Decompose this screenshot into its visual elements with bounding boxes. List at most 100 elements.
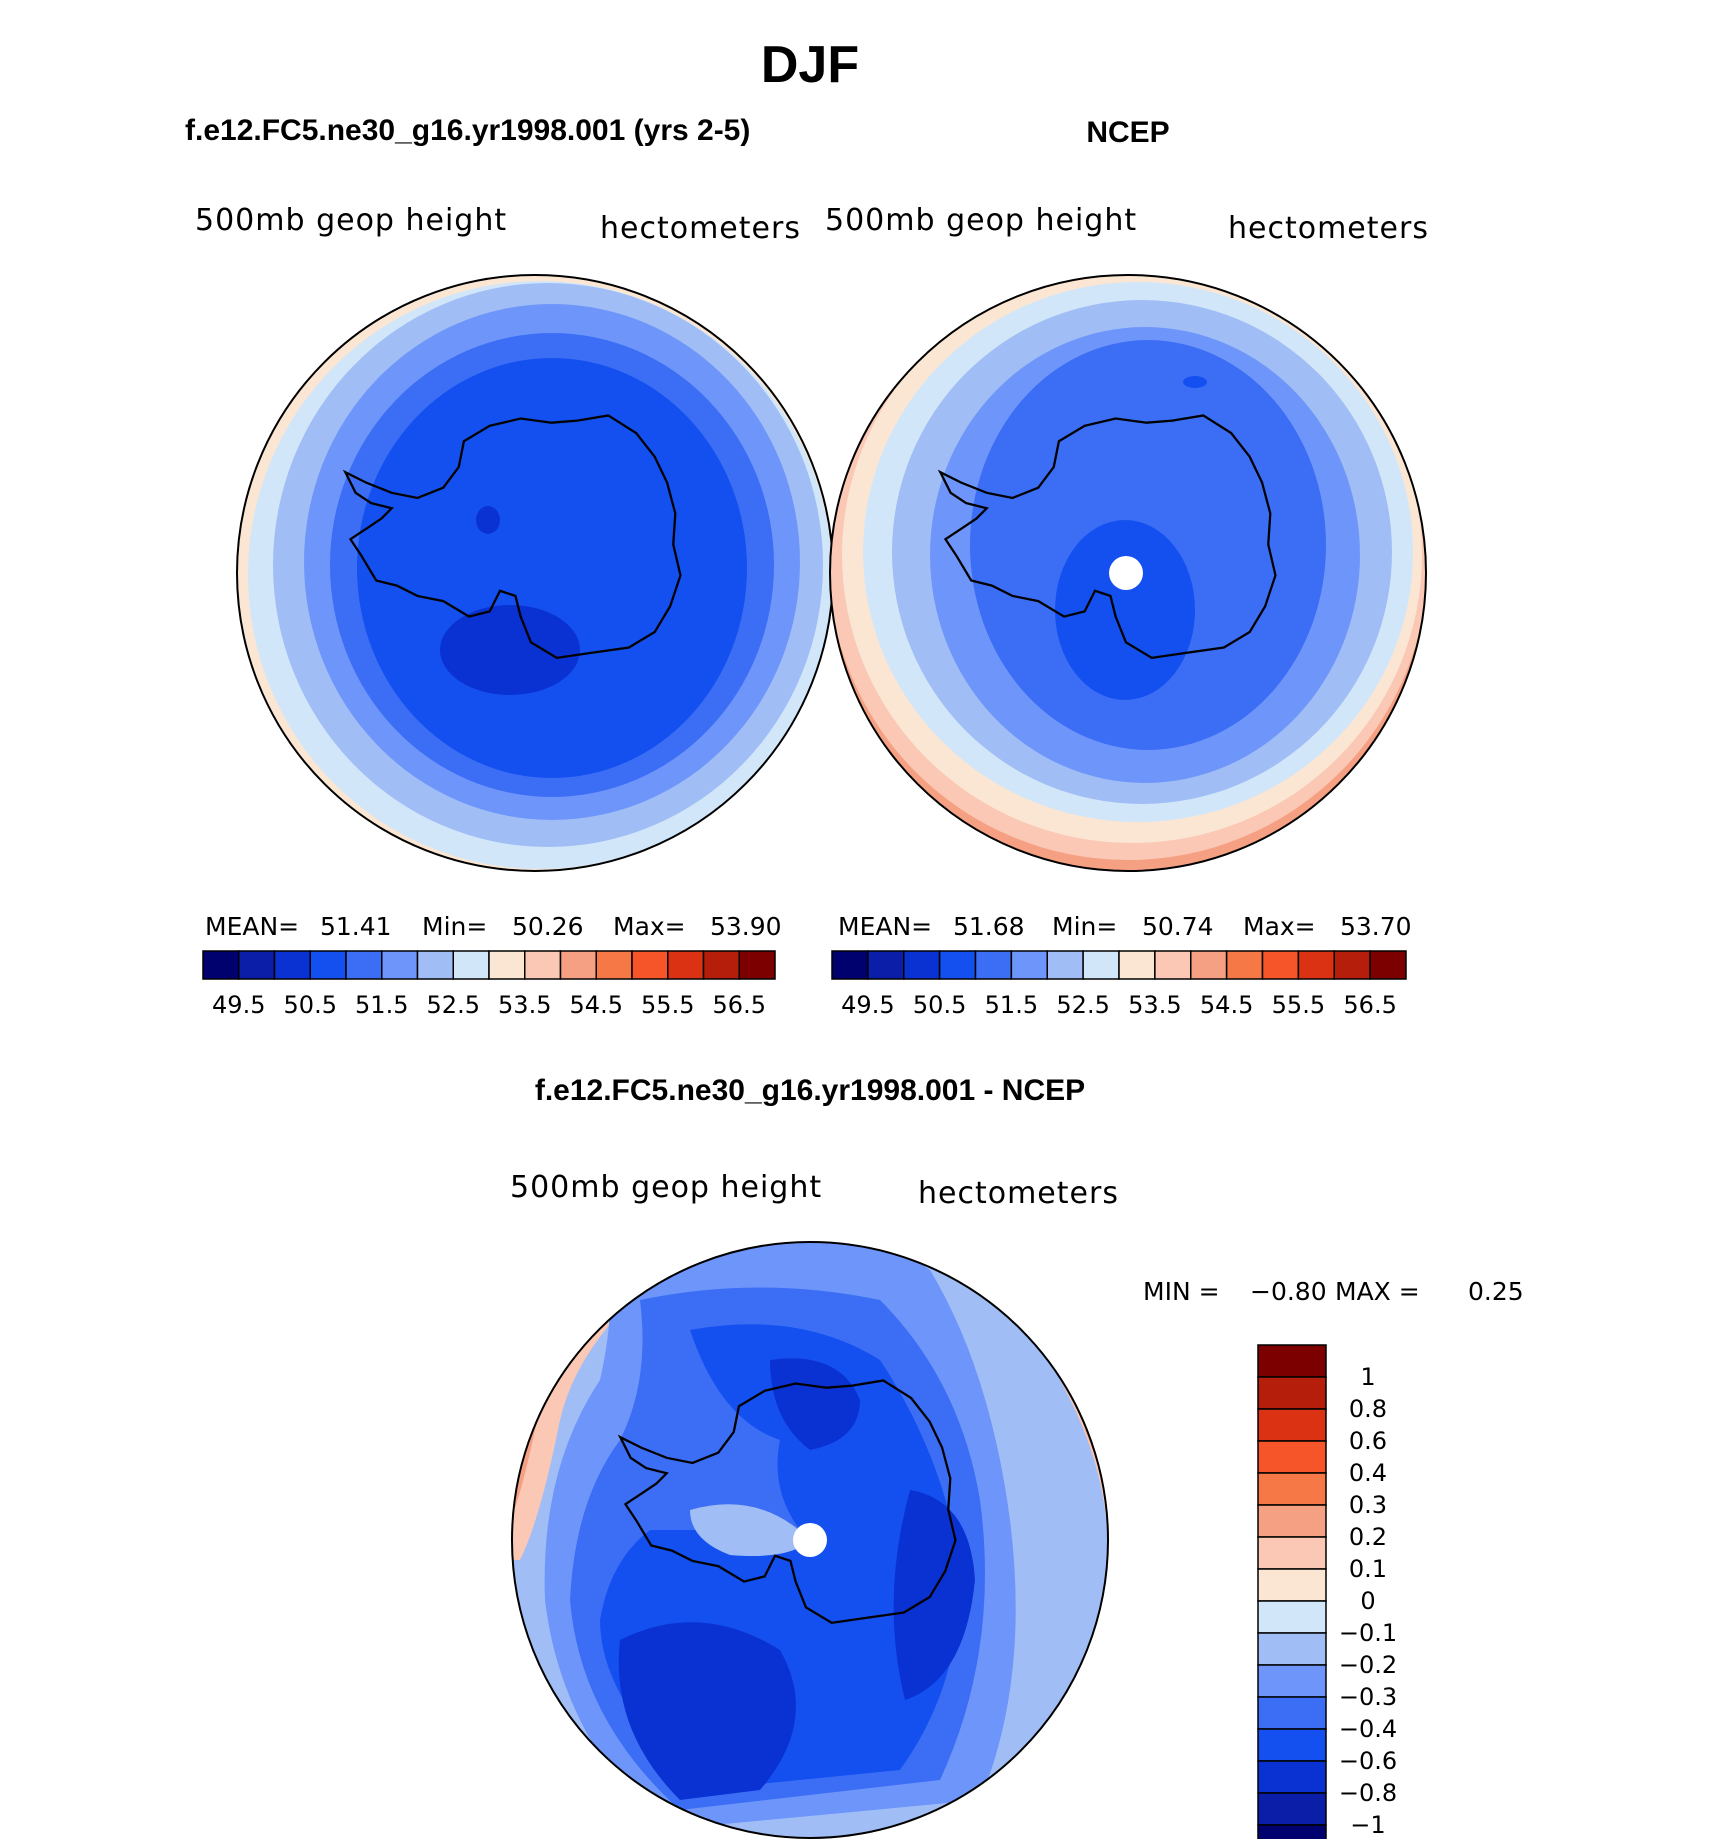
diff-colorbar-box [1257, 1824, 1327, 1839]
model-units-label: hectometers [600, 211, 801, 246]
diff-colorbar-tick-label: −1 [1350, 1811, 1385, 1839]
diff-colorbar-box [1257, 1664, 1327, 1698]
model-colorbar-box [273, 950, 311, 980]
model-colorbar-tick-label: 50.5 [284, 991, 337, 1019]
model-colorbar-box [238, 950, 276, 980]
ncep-colorbar-box [1010, 950, 1048, 980]
model-colorbar-box [416, 950, 454, 980]
model-colorbar-tick-label: 53.5 [498, 991, 551, 1019]
model-stats: MEAN= 51.41 Min= 50.26 Max= 53.90 [205, 912, 782, 941]
diff-colorbar-box [1257, 1728, 1327, 1762]
model-colorbar-box [381, 950, 419, 980]
diff-colorbar-box [1257, 1440, 1327, 1474]
ncep-colorbar-box [1225, 950, 1264, 980]
diff-colorbar-tick-label: 0.6 [1349, 1427, 1387, 1455]
model-colorbar-box [488, 950, 526, 980]
model-max-value: 53.90 [710, 912, 782, 941]
ncep-colorbar-box [831, 950, 869, 980]
diff-colorbar-box [1257, 1536, 1327, 1570]
diff-colorbar-box [1257, 1472, 1327, 1506]
ncep-colorbar-box [1261, 950, 1300, 980]
diff-colorbar-box [1257, 1696, 1327, 1730]
ncep-colorbar: 49.5 50.5 51.5 52.5 53.5 54.5 55.5 56.5 [831, 950, 1407, 1019]
ncep-units-label: hectometers [1228, 211, 1429, 246]
ncep-var-label: 500mb geop height [825, 203, 1137, 238]
model-var-label: 500mb geop height [195, 203, 507, 238]
diff-colorbar-box [1257, 1600, 1327, 1634]
diff-colorbar-tick-label: 1 [1360, 1363, 1375, 1391]
diff-colorbar-box [1257, 1568, 1327, 1602]
diff-panel: 500mb geop height hectometers [510, 1170, 1119, 1839]
ncep-colorbar-tick-label: 54.5 [1200, 991, 1253, 1019]
ncep-mean-value: 51.68 [953, 912, 1025, 941]
model-panel-header: f.e12.FC5.ne30_g16.yr1998.001 (yrs 2-5) [185, 114, 750, 147]
ncep-colorbar-box [1190, 950, 1228, 980]
model-colorbar-box [595, 950, 633, 980]
model-colorbar-box [345, 950, 383, 980]
diff-min-label: MIN = [1143, 1277, 1220, 1306]
ncep-panel: 500mb geop height hectometers [825, 203, 1429, 872]
diff-colorbar-tick-label: 0.2 [1349, 1523, 1387, 1551]
diff-colorbar-box [1257, 1760, 1327, 1794]
diff-stats: MIN = −0.80 MAX = 0.25 [1143, 1277, 1524, 1306]
ncep-mean-label: MEAN= [838, 912, 932, 941]
model-colorbar-box [559, 950, 597, 980]
ncep-min-label: Min= [1052, 912, 1117, 941]
ncep-colorbar-box [903, 950, 941, 980]
diff-colorbar-box [1257, 1376, 1327, 1410]
diff-min-value: −0.80 [1250, 1277, 1327, 1306]
model-colorbar-tick-label: 49.5 [212, 991, 265, 1019]
diff-colorbar-tick-label: −0.3 [1339, 1683, 1397, 1711]
diff-colorbar-box [1257, 1408, 1327, 1442]
model-colorbar-box [202, 950, 240, 980]
model-colorbar-tick-label: 52.5 [427, 991, 480, 1019]
model-panel: 500mb geop height hectometers [195, 203, 834, 872]
diff-colorbar-tick-label: 0.4 [1349, 1459, 1387, 1487]
diff-colorbar-tick-label: −0.6 [1339, 1747, 1397, 1775]
ncep-colorbar-box [1369, 950, 1407, 980]
model-colorbar-box [452, 950, 490, 980]
diff-units-label: hectometers [918, 1176, 1119, 1211]
model-polar-map [237, 275, 833, 871]
diff-panel-header: f.e12.FC5.ne30_g16.yr1998.001 - NCEP [535, 1074, 1085, 1107]
ncep-max-value: 53.70 [1340, 912, 1412, 941]
diff-colorbar-tick-label: −0.8 [1339, 1779, 1397, 1807]
ncep-colorbar-box [1154, 950, 1192, 980]
model-mean-value: 51.41 [320, 912, 392, 941]
ncep-colorbar-tick-label: 55.5 [1272, 991, 1325, 1019]
ncep-colorbar-tick-label: 51.5 [985, 991, 1038, 1019]
model-colorbar-tick-label: 51.5 [355, 991, 408, 1019]
diff-pole-mask [793, 1523, 827, 1557]
model-colorbar: 49.5 50.5 51.5 52.5 53.5 54.5 55.5 56.5 [202, 950, 776, 1019]
diff-colorbar-tick-label: 0 [1360, 1587, 1375, 1615]
model-colorbar-box [702, 950, 740, 980]
ncep-colorbar-box [1297, 950, 1335, 980]
diff-colorbar-tick-label: −0.2 [1339, 1651, 1397, 1679]
model-colorbar-box [631, 950, 669, 980]
ncep-colorbar-tick-label: 49.5 [841, 991, 894, 1019]
ncep-colorbar-box [1082, 950, 1120, 980]
model-colorbar-box [667, 950, 705, 980]
model-colorbar-box [524, 950, 562, 980]
ncep-colorbar-tick-label: 52.5 [1056, 991, 1109, 1019]
ncep-pole-mask [1109, 556, 1143, 590]
model-min-value: 50.26 [512, 912, 584, 941]
diff-colorbar: 1 0.8 0.6 0.4 0.3 0.2 0.1 0 −0.1 −0.2 −0.3 −0.4 −0.6… [1257, 1344, 1397, 1839]
diff-colorbar-tick-label: 0.1 [1349, 1555, 1387, 1583]
ncep-stats: MEAN= 51.68 Min= 50.74 Max= 53.70 [838, 912, 1412, 941]
ncep-colorbar-box [938, 950, 977, 980]
ncep-colorbar-tick-label: 56.5 [1343, 991, 1396, 1019]
ncep-colorbar-tick-label: 50.5 [913, 991, 966, 1019]
model-colorbar-tick-label: 56.5 [713, 991, 766, 1019]
model-colorbar-tick-label: 54.5 [570, 991, 623, 1019]
diff-colorbar-box [1257, 1792, 1327, 1826]
diff-colorbar-tick-label: 0.3 [1349, 1491, 1387, 1519]
model-colorbar-box [309, 950, 347, 980]
diff-colorbar-tick-label: −0.1 [1339, 1619, 1397, 1647]
figure-title: DJF [761, 36, 859, 94]
ncep-colorbar-box [867, 950, 905, 980]
ncep-max-label: Max= [1243, 912, 1316, 941]
ncep-panel-header: NCEP [1086, 116, 1169, 149]
ncep-colorbar-box [1118, 950, 1156, 980]
ncep-colorbar-box [1046, 950, 1084, 980]
